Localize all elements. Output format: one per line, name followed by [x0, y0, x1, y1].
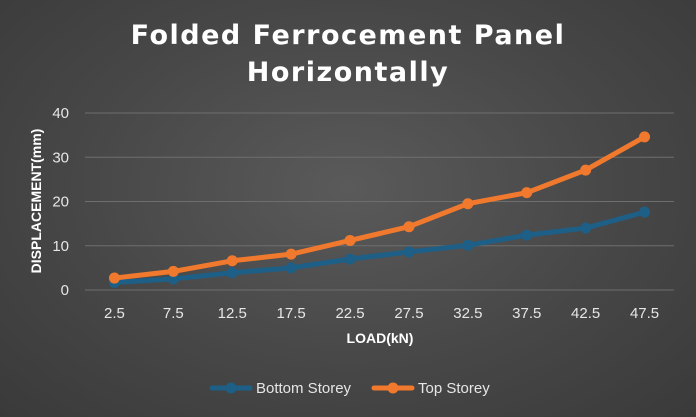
y-tick-label-40: 40 [52, 105, 69, 122]
legend-label-bottom-storey: Bottom Storey [256, 380, 352, 397]
series-line-bottom-storey [111, 209, 648, 285]
data-point-bottom-storey-22.5 [344, 253, 356, 265]
data-point-top-storey-27.5 [403, 221, 415, 233]
x-tick-label-42.5: 42.5 [571, 305, 600, 322]
data-point-bottom-storey-42.5 [580, 222, 592, 234]
data-point-top-storey-12.5 [226, 255, 238, 267]
y-tick-label-20: 20 [52, 194, 69, 211]
data-point-top-storey-17.5 [285, 248, 297, 260]
y-axis-ticks: 0 10 20 30 40 [52, 105, 69, 299]
y-tick-label-0: 0 [61, 282, 69, 299]
x-tick-label-22.5: 22.5 [335, 305, 364, 322]
data-point-bottom-storey-47.5 [639, 206, 651, 218]
x-tick-label-47.5: 47.5 [630, 305, 659, 322]
series [108, 131, 651, 288]
x-tick-label-27.5: 27.5 [394, 305, 423, 322]
data-point-top-storey-7.5 [167, 265, 179, 277]
series-bottom-storey [108, 206, 651, 288]
x-tick-label-2.5: 2.5 [104, 305, 125, 322]
data-point-bottom-storey-37.5 [521, 229, 533, 241]
data-point-top-storey-47.5 [639, 131, 651, 143]
gridlines [85, 112, 674, 291]
legend-item-bottom-storey: Bottom Storey [209, 380, 352, 397]
y-tick-label-30: 30 [52, 149, 69, 166]
y-axis-title: DISPLACEMENT(mm) [28, 129, 44, 274]
data-point-top-storey-42.5 [580, 164, 592, 176]
legend: Bottom Storey Top Storey [209, 380, 490, 397]
legend-marker-top-storey [387, 382, 399, 394]
x-tick-label-7.5: 7.5 [163, 305, 184, 322]
chart-title-line-2: Horizontally [247, 57, 449, 88]
series-top-storey [108, 131, 651, 284]
data-point-top-storey-37.5 [521, 187, 533, 199]
data-point-top-storey-32.5 [462, 198, 474, 210]
legend-item-top-storey: Top Storey [371, 380, 490, 397]
x-tick-label-17.5: 17.5 [277, 305, 306, 322]
legend-marker-bottom-storey [225, 382, 237, 394]
chart-title-line-1: Folded Ferrocement Panel [131, 20, 566, 51]
x-axis-title: LOAD(kN) [347, 330, 414, 346]
data-point-bottom-storey-32.5 [462, 239, 474, 251]
x-tick-label-32.5: 32.5 [453, 305, 482, 322]
legend-label-top-storey: Top Storey [418, 380, 490, 397]
data-point-top-storey-2.5 [108, 272, 120, 284]
x-axis-ticks: 2.5 7.5 12.5 17.5 22.5 27.5 32.5 37.5 42.5 47.5 [104, 305, 659, 322]
data-point-top-storey-22.5 [344, 234, 356, 246]
data-point-bottom-storey-27.5 [403, 246, 415, 258]
data-point-bottom-storey-7.5 [167, 273, 179, 285]
y-tick-label-10: 10 [52, 238, 69, 255]
x-tick-label-37.5: 37.5 [512, 305, 541, 322]
data-point-bottom-storey-17.5 [285, 262, 297, 274]
series-line-top-storey [111, 134, 648, 281]
x-tick-label-12.5: 12.5 [218, 305, 247, 322]
data-point-bottom-storey-12.5 [226, 267, 238, 279]
